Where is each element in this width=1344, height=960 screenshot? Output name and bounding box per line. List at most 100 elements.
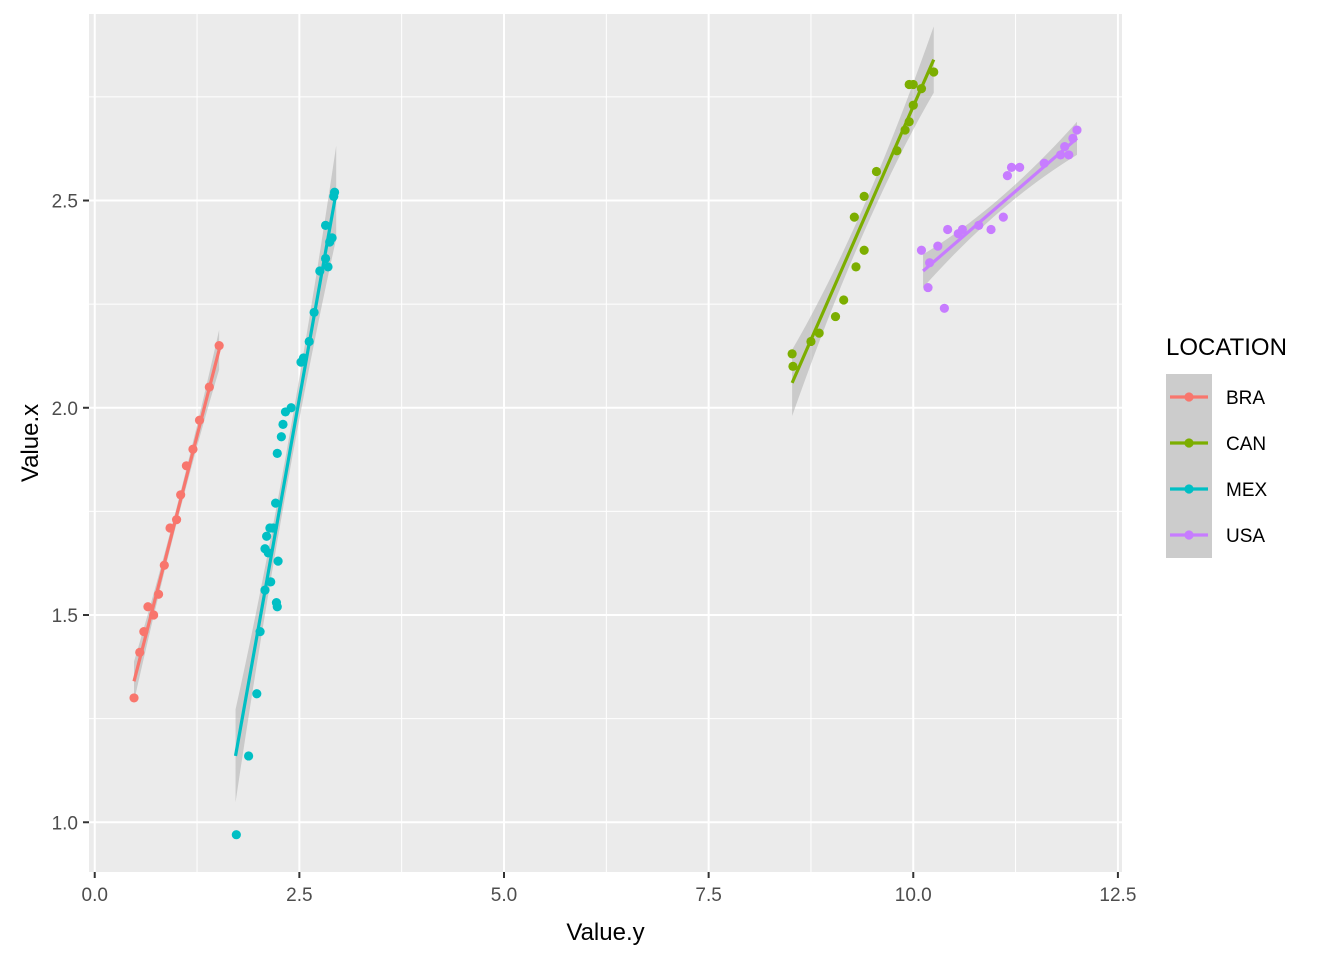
data-point-mex — [323, 262, 333, 272]
data-point-usa — [1064, 150, 1074, 160]
data-point-bra — [129, 693, 139, 703]
legend-key-point-bra — [1184, 392, 1194, 402]
data-point-can — [859, 245, 869, 255]
data-point-bra — [139, 626, 149, 637]
data-point-can — [916, 84, 927, 94]
data-point-can — [871, 166, 882, 177]
data-point-usa — [1002, 171, 1013, 181]
data-point-bra — [194, 415, 205, 425]
data-point-can — [849, 212, 859, 222]
data-point-can — [908, 100, 918, 110]
data-point-bra — [181, 461, 192, 471]
data-point-mex — [315, 266, 325, 276]
data-point-mex — [244, 751, 254, 761]
data-point-can — [839, 295, 849, 305]
x-tick-label: 10.0 — [895, 885, 932, 906]
data-point-bra — [204, 382, 214, 392]
data-point-mex — [304, 336, 314, 347]
data-point-mex — [329, 187, 340, 197]
data-point-can — [929, 67, 939, 77]
data-point-can — [892, 146, 902, 156]
legend-key-point-mex — [1184, 484, 1194, 494]
data-point-mex — [272, 602, 282, 612]
data-point-bra — [135, 647, 145, 657]
data-point-mex — [276, 432, 286, 442]
data-point-can — [788, 361, 798, 371]
data-point-mex — [298, 353, 309, 363]
x-axis: 0.0 2.5 5.0 7.5 10.0 12.5 — [82, 872, 1136, 906]
y-tick-label: 2.5 — [52, 192, 78, 213]
data-point-mex — [260, 585, 270, 595]
y-tick-label: 2.0 — [52, 399, 78, 420]
y-tick-label: 1.0 — [52, 813, 78, 834]
data-point-bra — [143, 602, 153, 612]
x-tick-label: 12.5 — [1099, 885, 1136, 906]
data-point-usa — [939, 303, 949, 313]
data-point-mex — [273, 556, 283, 566]
data-point-mex — [286, 403, 296, 413]
y-tick-label: 1.5 — [52, 606, 78, 627]
x-tick-label: 7.5 — [695, 885, 721, 906]
data-point-can — [859, 191, 869, 201]
x-tick-label: 0.0 — [82, 885, 108, 906]
y-axis: 1.0 1.5 2.0 2.5 — [52, 192, 89, 834]
data-point-usa — [1060, 142, 1070, 152]
legend-key-point-usa — [1184, 530, 1194, 540]
x-tick-label: 5.0 — [491, 885, 517, 906]
x-tick-label: 2.5 — [286, 885, 312, 906]
legend: LOCATION BRA CAN MEX USA — [1166, 334, 1287, 558]
data-point-mex — [272, 448, 282, 458]
data-point-mex — [327, 233, 337, 243]
data-point-mex — [231, 830, 241, 840]
data-point-can — [787, 349, 797, 359]
data-point-mex — [320, 253, 331, 264]
data-point-mex — [271, 498, 281, 508]
data-point-can — [908, 79, 918, 90]
data-point-mex — [262, 531, 272, 541]
data-point-can — [806, 336, 816, 347]
legend-label-can: CAN — [1226, 434, 1266, 455]
data-point-usa — [1072, 125, 1082, 135]
x-axis-title: Value.y — [566, 919, 644, 946]
data-point-can — [904, 117, 914, 127]
minor-gridlines — [89, 14, 1122, 872]
data-point-bra — [165, 523, 175, 533]
data-point-usa — [998, 212, 1008, 222]
data-point-bra — [214, 340, 224, 351]
data-point-bra — [171, 515, 182, 525]
data-point-mex — [263, 548, 273, 558]
data-point-can — [814, 328, 824, 338]
data-point-usa — [957, 224, 967, 235]
data-point-mex — [266, 577, 276, 587]
data-point-mex — [309, 307, 319, 318]
legend-title: LOCATION — [1166, 334, 1287, 361]
data-point-mex — [252, 689, 262, 699]
legend-label-mex: MEX — [1226, 480, 1268, 501]
legend-label-bra: BRA — [1226, 388, 1265, 409]
data-point-bra — [153, 589, 164, 599]
fit-line-can — [790, 58, 936, 384]
data-point-usa — [986, 224, 996, 235]
plot-panel — [89, 14, 1122, 872]
legend-items: BRA CAN MEX USA — [1170, 388, 1268, 547]
data-point-bra — [149, 610, 159, 620]
data-point-usa — [925, 258, 935, 268]
data-point-bra — [176, 490, 186, 500]
data-point-usa — [1006, 162, 1017, 172]
data-point-mex — [255, 626, 265, 637]
legend-key-background — [1166, 374, 1212, 558]
data-point-mex — [268, 523, 278, 533]
fit-line-mex — [233, 191, 338, 757]
data-point-can — [830, 311, 841, 322]
legend-label-usa: USA — [1226, 526, 1265, 547]
data-point-usa — [933, 241, 943, 251]
data-point-usa — [916, 245, 927, 255]
data-point-usa — [1015, 162, 1025, 172]
major-gridlines — [89, 14, 1122, 872]
data-point-bra — [159, 560, 169, 570]
data-point-mex — [278, 419, 288, 429]
y-axis-title: Value.x — [17, 404, 44, 482]
data-point-usa — [1068, 133, 1078, 143]
fit-line-usa — [922, 137, 1079, 273]
